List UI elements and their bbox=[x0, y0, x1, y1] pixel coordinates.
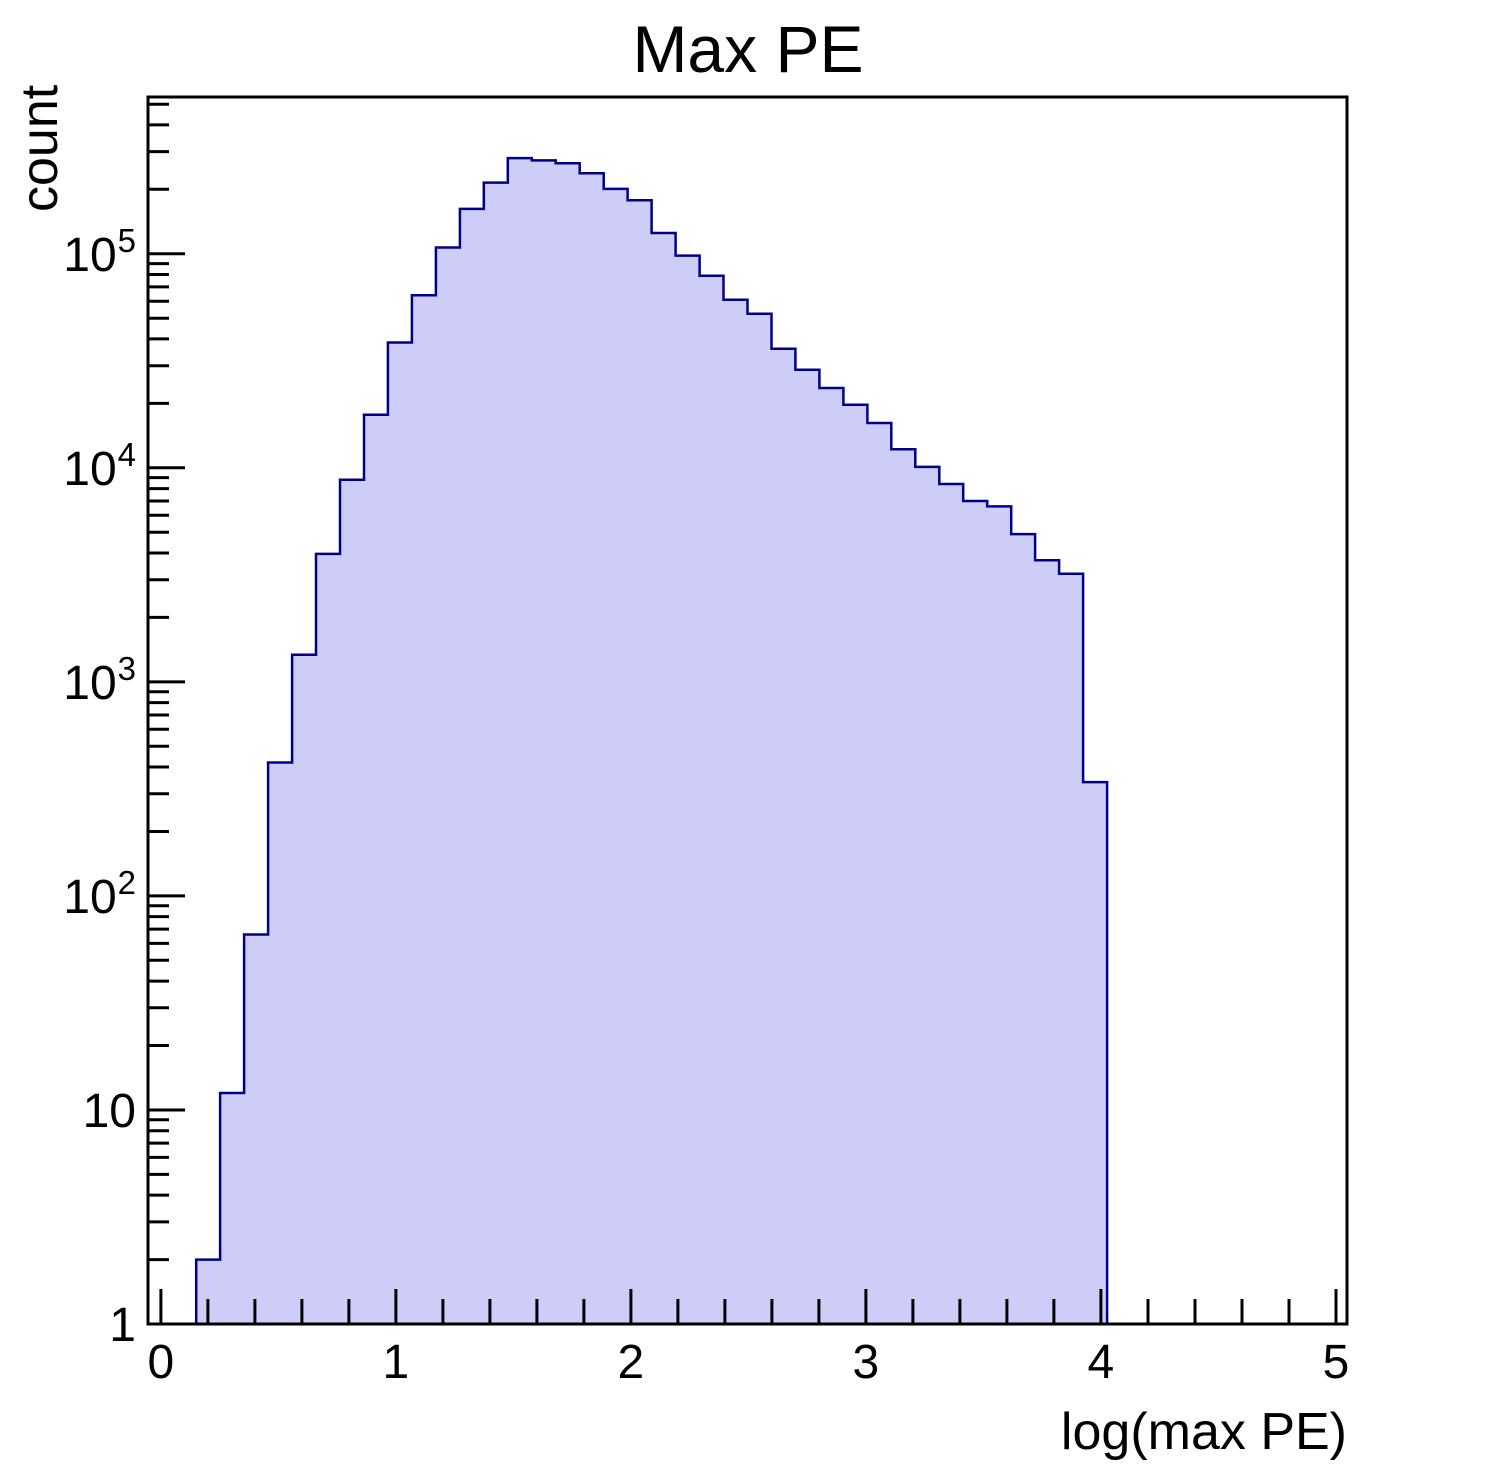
y-tick-label: 104 bbox=[63, 436, 136, 496]
histogram-series bbox=[194, 156, 1109, 1326]
x-tick-label: 4 bbox=[1088, 1336, 1115, 1389]
y-tick-label: 102 bbox=[63, 864, 136, 924]
plot-frame bbox=[146, 95, 1349, 1326]
x-tick-label: 2 bbox=[618, 1336, 645, 1389]
y-axis-tick-labels: 1 10 102 103 104 105 bbox=[63, 222, 136, 1352]
x-tick-label: 3 bbox=[853, 1336, 880, 1389]
y-tick-label: 1 bbox=[109, 1299, 136, 1352]
y-tick-label: 10 bbox=[83, 1085, 136, 1138]
histogram-bars bbox=[194, 156, 1109, 1326]
x-axis-label: log(max PE) bbox=[1061, 1403, 1347, 1461]
x-tick-label: 5 bbox=[1323, 1336, 1350, 1389]
chart-title: Max PE bbox=[632, 12, 863, 86]
x-axis-tick-labels: 0 1 2 3 4 5 bbox=[148, 1336, 1350, 1389]
y-axis-label: count bbox=[11, 84, 69, 212]
y-tick-label: 105 bbox=[63, 222, 136, 282]
axes-frame-and-ticks bbox=[146, 95, 1349, 1326]
y-tick-label: 103 bbox=[63, 650, 136, 710]
x-tick-label: 0 bbox=[148, 1336, 175, 1389]
x-tick-label: 1 bbox=[383, 1336, 410, 1389]
